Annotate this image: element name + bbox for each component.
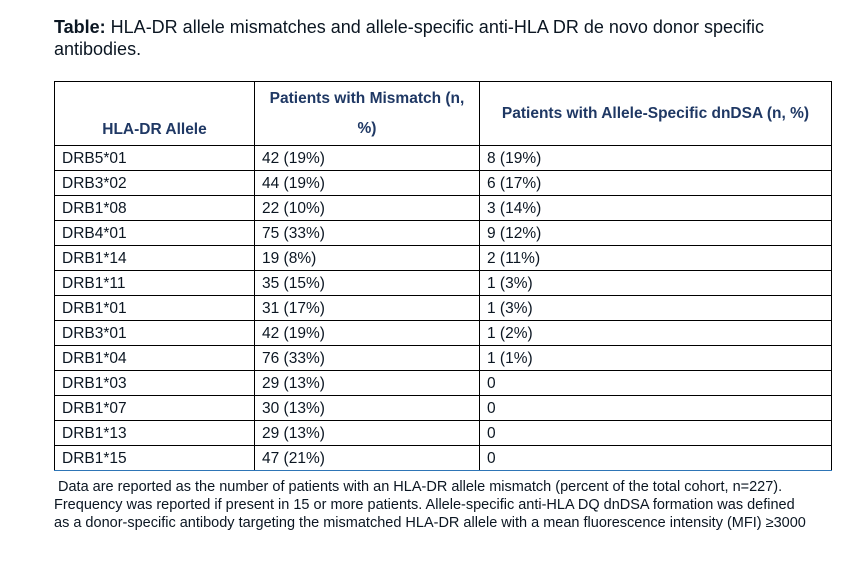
cell-allele: DRB3*02 bbox=[54, 170, 255, 196]
cell-dndsa: 3 (14%) bbox=[479, 195, 832, 221]
header-patients-with-mismatch: Patients with Mismatch (n, %) bbox=[254, 81, 480, 146]
cell-allele: DRB1*08 bbox=[54, 195, 255, 221]
cell-mismatch: 35 (15%) bbox=[254, 270, 480, 296]
header-allele-specific-dndsa: Patients with Allele-Specific dnDSA (n, … bbox=[479, 81, 832, 146]
cell-allele: DRB1*03 bbox=[54, 370, 255, 396]
cell-mismatch: 75 (33%) bbox=[254, 220, 480, 246]
table-row: DRB1*03 29 (13%) 0 bbox=[54, 370, 832, 396]
cell-dndsa: 1 (1%) bbox=[479, 345, 832, 371]
cell-dndsa: 0 bbox=[479, 420, 832, 446]
table-row: DRB3*02 44 (19%) 6 (17%) bbox=[54, 170, 832, 196]
cell-allele: DRB5*01 bbox=[54, 145, 255, 171]
cell-allele: DRB1*07 bbox=[54, 395, 255, 421]
cell-allele: DRB1*13 bbox=[54, 420, 255, 446]
table-row: DRB1*01 31 (17%) 1 (3%) bbox=[54, 295, 832, 321]
cell-dndsa: 1 (3%) bbox=[479, 270, 832, 296]
header-hla-dr-allele: HLA-DR Allele bbox=[54, 81, 255, 146]
cell-mismatch: 47 (21%) bbox=[254, 445, 480, 471]
cell-dndsa: 1 (3%) bbox=[479, 295, 832, 321]
cell-mismatch: 42 (19%) bbox=[254, 320, 480, 346]
cell-allele: DRB1*01 bbox=[54, 295, 255, 321]
table-row: DRB1*15 47 (21%) 0 bbox=[54, 445, 832, 471]
cell-mismatch: 30 (13%) bbox=[254, 395, 480, 421]
cell-dndsa: 6 (17%) bbox=[479, 170, 832, 196]
cell-mismatch: 19 (8%) bbox=[254, 245, 480, 271]
caption-label: Table: bbox=[54, 17, 106, 37]
hla-dr-table: HLA-DR Allele Patients with Mismatch (n,… bbox=[54, 81, 832, 471]
cell-dndsa: 2 (11%) bbox=[479, 245, 832, 271]
caption-text: HLA-DR allele mismatches and allele-spec… bbox=[54, 17, 764, 59]
table-row: DRB1*11 35 (15%) 1 (3%) bbox=[54, 270, 832, 296]
cell-allele: DRB1*11 bbox=[54, 270, 255, 296]
table-caption: Table: HLA-DR allele mismatches and alle… bbox=[54, 16, 814, 60]
table-row: DRB1*13 29 (13%) 0 bbox=[54, 420, 832, 446]
cell-mismatch: 44 (19%) bbox=[254, 170, 480, 196]
cell-allele: DRB4*01 bbox=[54, 220, 255, 246]
cell-mismatch: 42 (19%) bbox=[254, 145, 480, 171]
cell-dndsa: 0 bbox=[479, 370, 832, 396]
table-row: DRB4*01 75 (33%) 9 (12%) bbox=[54, 220, 832, 246]
cell-allele: DRB1*15 bbox=[54, 445, 255, 471]
table-row: DRB1*04 76 (33%) 1 (1%) bbox=[54, 345, 832, 371]
table-row: DRB1*07 30 (13%) 0 bbox=[54, 395, 832, 421]
cell-allele: DRB1*14 bbox=[54, 245, 255, 271]
cell-mismatch: 22 (10%) bbox=[254, 195, 480, 221]
cell-dndsa: 8 (19%) bbox=[479, 145, 832, 171]
cell-dndsa: 0 bbox=[479, 445, 832, 471]
cell-dndsa: 1 (2%) bbox=[479, 320, 832, 346]
table-footnote: Data are reported as the number of patie… bbox=[54, 478, 814, 532]
table-row: DRB3*01 42 (19%) 1 (2%) bbox=[54, 320, 832, 346]
table-header-row: HLA-DR Allele Patients with Mismatch (n,… bbox=[54, 81, 832, 146]
cell-mismatch: 31 (17%) bbox=[254, 295, 480, 321]
table-row: DRB5*01 42 (19%) 8 (19%) bbox=[54, 145, 832, 171]
footnote-text: Data are reported as the number of patie… bbox=[54, 479, 806, 531]
cell-mismatch: 29 (13%) bbox=[254, 420, 480, 446]
cell-allele: DRB3*01 bbox=[54, 320, 255, 346]
table-row: DRB1*08 22 (10%) 3 (14%) bbox=[54, 195, 832, 221]
cell-dndsa: 0 bbox=[479, 395, 832, 421]
cell-allele: DRB1*04 bbox=[54, 345, 255, 371]
cell-dndsa: 9 (12%) bbox=[479, 220, 832, 246]
cell-mismatch: 76 (33%) bbox=[254, 345, 480, 371]
cell-mismatch: 29 (13%) bbox=[254, 370, 480, 396]
table-row: DRB1*14 19 (8%) 2 (11%) bbox=[54, 245, 832, 271]
